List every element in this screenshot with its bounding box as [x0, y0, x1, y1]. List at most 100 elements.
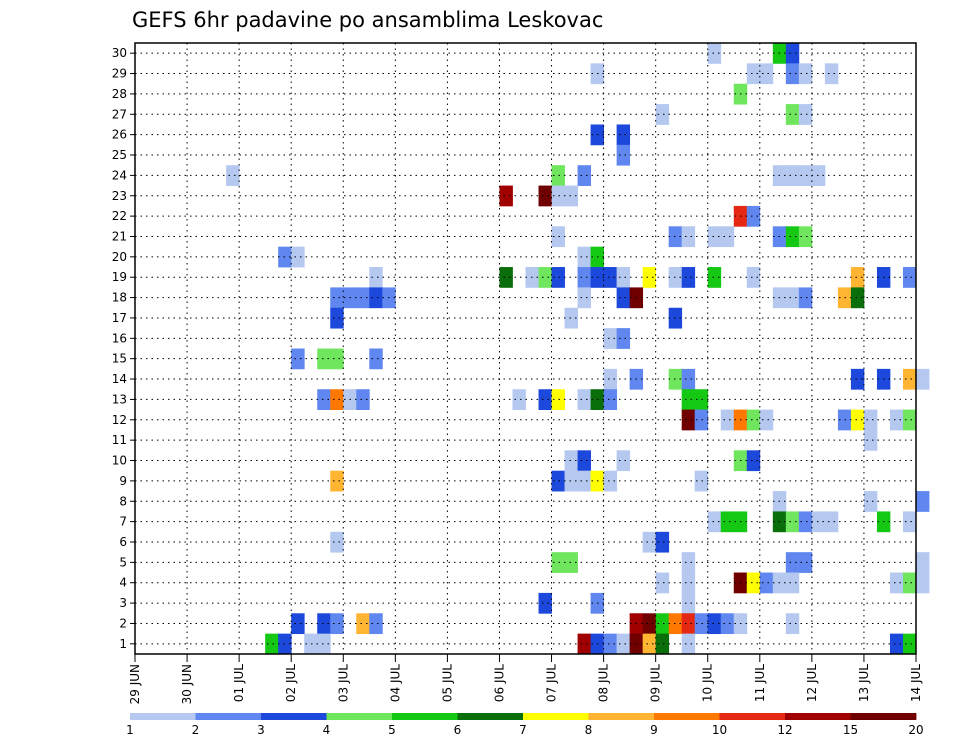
heatmap-cell — [551, 185, 565, 207]
heatmap-cell — [681, 633, 696, 655]
y-tick-label: 23 — [112, 189, 127, 203]
heatmap-cell — [551, 267, 565, 288]
heatmap-cell — [681, 409, 696, 431]
x-tick-label: 05 JUL — [440, 664, 454, 702]
heatmap-cell — [304, 633, 318, 655]
y-tick-label: 16 — [112, 331, 127, 345]
y-tick-label: 27 — [112, 107, 127, 121]
x-axis: 29 JUN 30 JUN 01 JUL 02 JUL 03 JUL 04 JUL 05 J… — [128, 654, 923, 704]
heatmap-cell — [538, 267, 552, 288]
heatmap-cell — [681, 613, 696, 635]
heatmap-cell — [720, 511, 735, 533]
heatmap-cell — [603, 633, 618, 655]
x-tick-label: 13 JUL — [857, 664, 871, 702]
y-tick-label: 20 — [112, 250, 127, 264]
y-tick-label: 26 — [112, 128, 127, 142]
heatmap-cell — [564, 185, 578, 207]
heatmap-cell — [694, 409, 709, 431]
heatmap-cell — [916, 491, 930, 512]
heatmap-cell — [603, 389, 618, 410]
y-tick-label: 22 — [112, 209, 127, 223]
heatmap-cell — [330, 348, 344, 370]
heatmap-cell — [785, 511, 800, 533]
heatmap-cell — [369, 287, 383, 309]
heatmap-cell — [564, 470, 578, 492]
heatmap-cell — [551, 165, 565, 186]
heatmap-cell — [577, 470, 591, 492]
heatmap-cell — [265, 633, 279, 655]
heatmap-cell — [330, 613, 344, 635]
heatmap-cell — [369, 348, 383, 370]
heatmap-cell — [330, 307, 344, 329]
heatmap-cell — [902, 368, 917, 390]
heatmap-cell — [798, 165, 813, 186]
legend-label: 5 — [388, 723, 396, 737]
heatmap-cell — [785, 613, 800, 635]
heatmap-cell — [785, 287, 800, 309]
y-tick-label: 3 — [119, 596, 127, 610]
heatmap-cell — [902, 409, 917, 431]
y-tick-label: 25 — [112, 148, 127, 162]
heatmap-cell — [642, 531, 657, 553]
heatmap-cell — [616, 633, 631, 655]
heatmap-cell — [603, 470, 618, 492]
heatmap-cell — [798, 552, 813, 573]
legend-label: 7 — [519, 723, 527, 737]
y-tick-label: 30 — [112, 46, 127, 60]
x-tick-label: 11 JUL — [753, 664, 767, 702]
heatmap-cell — [603, 267, 618, 288]
y-tick-label: 28 — [112, 87, 127, 101]
legend-label: 2 — [192, 723, 200, 737]
y-tick-label: 6 — [119, 535, 127, 549]
heatmap-cell — [681, 368, 696, 390]
heatmap-cell — [681, 389, 696, 410]
heatmap-cell — [694, 613, 709, 635]
heatmap-cell — [655, 104, 670, 125]
heatmap-cell — [538, 185, 552, 207]
heatmap-cell — [681, 592, 696, 614]
legend-label: 12 — [777, 723, 792, 737]
heatmap-cell — [564, 552, 578, 573]
heatmap-cell — [785, 104, 800, 125]
x-tick-label: 02 JUL — [284, 664, 298, 702]
heatmap-cell — [330, 470, 344, 492]
y-tick-label: 5 — [119, 555, 127, 569]
heatmap-cell — [226, 165, 240, 186]
y-tick-label: 1 — [119, 637, 127, 651]
heatmap-cell — [577, 287, 591, 309]
heatmap-cell — [811, 511, 826, 533]
heatmap-cell — [616, 124, 631, 146]
heatmap-cell — [291, 613, 305, 635]
heatmap-cell — [499, 185, 513, 207]
x-tick-label: 04 JUL — [388, 664, 402, 702]
heatmap-cell — [916, 368, 930, 390]
heatmap-cell — [499, 267, 513, 288]
heatmap-cell — [746, 409, 761, 431]
heatmap-cell — [564, 307, 578, 329]
heatmap-cell — [317, 613, 331, 635]
x-tick-label: 06 JUL — [493, 664, 507, 702]
heatmap-cell — [616, 287, 631, 309]
heatmap-cell — [707, 613, 722, 635]
legend-swatch — [261, 713, 327, 720]
legend-label: 4 — [323, 723, 331, 737]
legend-swatch — [654, 713, 720, 720]
heatmap-cell — [356, 287, 370, 309]
heatmap-cell — [291, 246, 305, 268]
heatmap-cell — [916, 572, 930, 594]
heatmap-cell — [824, 511, 839, 533]
legend-swatch — [326, 713, 393, 720]
heatmap-cell — [577, 165, 591, 186]
heatmap-cell — [642, 613, 657, 635]
heatmap-cell — [902, 511, 917, 533]
heatmap-cell — [317, 348, 331, 370]
heatmap-cell — [863, 429, 878, 451]
x-tick-label: 07 JUL — [545, 664, 559, 702]
heatmap-cell — [681, 267, 696, 288]
heatmap-cell — [759, 572, 774, 594]
legend-swatch — [850, 713, 917, 720]
legend-label: 10 — [712, 723, 727, 737]
y-tick-label: 2 — [119, 616, 127, 630]
x-tick-label: 01 JUL — [232, 664, 246, 702]
heatmap-cell — [694, 470, 709, 492]
